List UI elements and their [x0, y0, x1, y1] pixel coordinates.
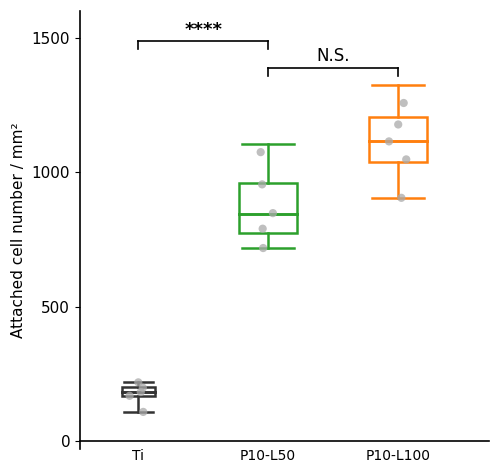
Point — [398, 194, 406, 201]
Bar — [239, 183, 298, 233]
Text: N.S.: N.S. — [316, 48, 350, 66]
Point — [385, 138, 393, 145]
Bar — [122, 387, 154, 396]
Point — [134, 379, 142, 386]
Point — [258, 225, 266, 232]
Point — [394, 121, 402, 128]
Point — [400, 99, 407, 107]
Point — [269, 209, 277, 217]
Y-axis label: Attached cell number / mm²: Attached cell number / mm² — [11, 122, 26, 338]
Point — [256, 148, 264, 156]
Point — [258, 180, 266, 188]
Point — [139, 384, 147, 391]
Point — [402, 156, 410, 163]
Point — [126, 392, 134, 399]
Point — [136, 388, 144, 396]
Point — [139, 408, 147, 416]
Point — [259, 244, 267, 252]
Bar — [369, 117, 427, 162]
Text: ****: **** — [184, 20, 222, 38]
